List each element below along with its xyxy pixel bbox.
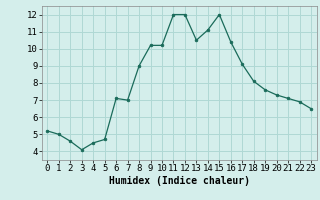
X-axis label: Humidex (Indice chaleur): Humidex (Indice chaleur) [109, 176, 250, 186]
